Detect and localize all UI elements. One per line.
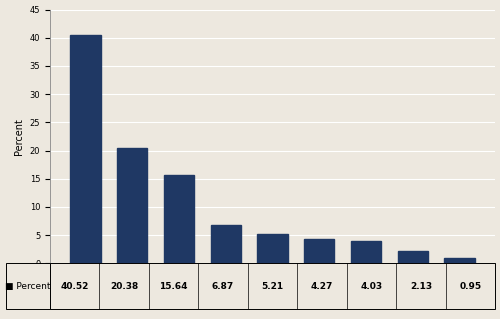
Text: 4.03: 4.03 bbox=[360, 282, 382, 291]
Bar bbox=[444, 258, 475, 263]
Y-axis label: Percent: Percent bbox=[14, 118, 24, 155]
Bar bbox=[304, 239, 334, 263]
Bar bbox=[398, 251, 428, 263]
Text: 40.52: 40.52 bbox=[60, 282, 89, 291]
Text: 2.13: 2.13 bbox=[410, 282, 432, 291]
Bar bbox=[351, 241, 381, 263]
Text: 20.38: 20.38 bbox=[110, 282, 138, 291]
Bar bbox=[6, 263, 50, 309]
Text: 15.64: 15.64 bbox=[160, 282, 188, 291]
Text: 5.21: 5.21 bbox=[262, 282, 283, 291]
Bar bbox=[164, 175, 194, 263]
Text: ■ Percent: ■ Percent bbox=[5, 282, 51, 291]
Bar bbox=[117, 148, 148, 263]
Text: 6.87: 6.87 bbox=[212, 282, 234, 291]
Text: 4.27: 4.27 bbox=[311, 282, 333, 291]
Bar bbox=[210, 225, 241, 263]
Bar bbox=[258, 234, 288, 263]
Bar bbox=[70, 35, 100, 263]
Text: 0.95: 0.95 bbox=[459, 282, 481, 291]
